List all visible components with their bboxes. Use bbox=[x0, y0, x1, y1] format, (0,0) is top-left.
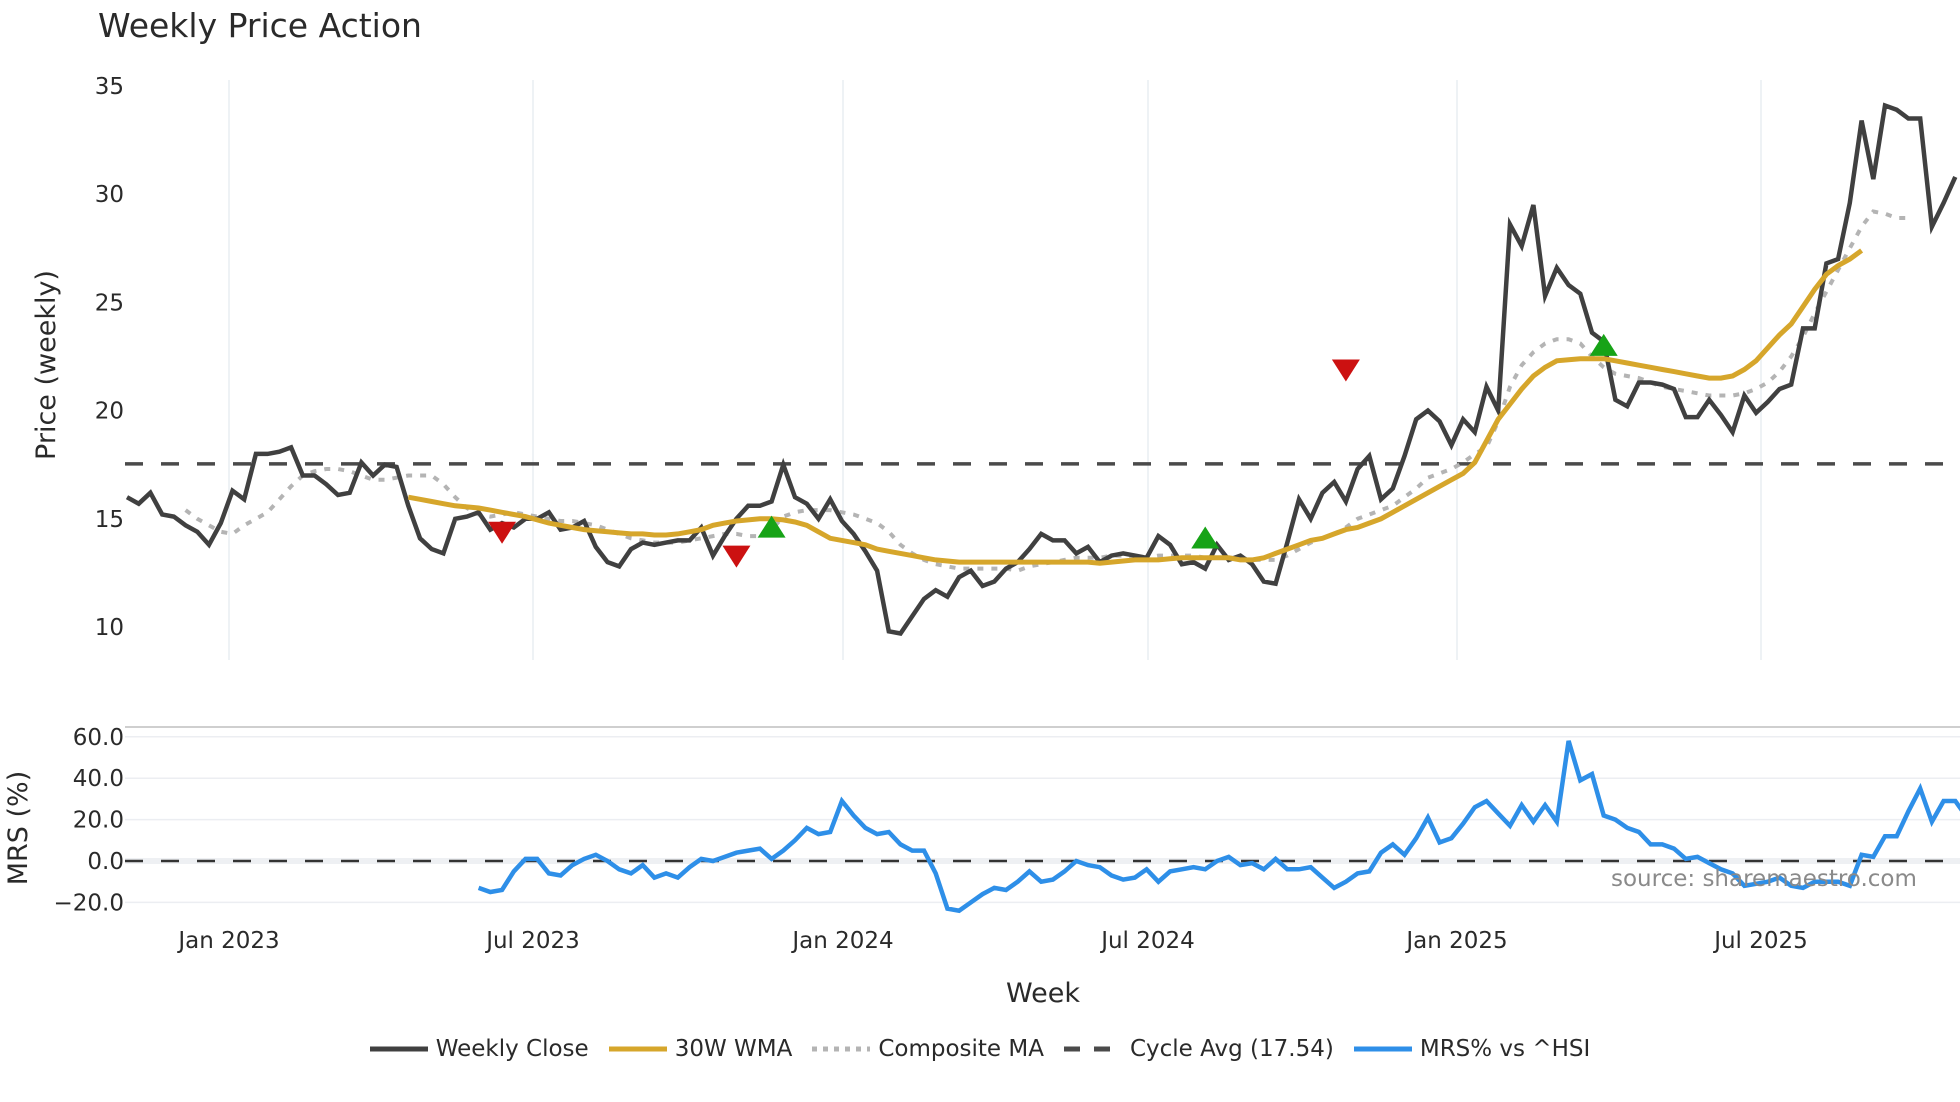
y-tick-label: 30 bbox=[95, 182, 124, 208]
legend-label: Composite MA bbox=[878, 1036, 1044, 1062]
weekly-close-line bbox=[125, 102, 1958, 636]
x-tick-label: Jul 2025 bbox=[1712, 928, 1808, 954]
legend-swatch-icon bbox=[608, 1046, 667, 1052]
x-tick-label: Jan 2023 bbox=[176, 928, 279, 954]
legend-item[interactable]: Composite MA bbox=[812, 1036, 1044, 1062]
x-tick-label: Jul 2024 bbox=[1099, 928, 1195, 954]
sell-signal-icon bbox=[722, 545, 751, 568]
mrs-tick-label: 0.0 bbox=[87, 849, 124, 875]
composite-ma-line bbox=[184, 209, 1909, 573]
legend-label: 30W WMA bbox=[674, 1036, 793, 1062]
legend-swatch-icon bbox=[1063, 1046, 1122, 1052]
sell-signal-icon bbox=[488, 521, 517, 544]
sell-signal-icon bbox=[1331, 359, 1360, 382]
legend-swatch-icon bbox=[1353, 1046, 1412, 1052]
y-tick-label: 35 bbox=[95, 74, 124, 100]
mrs-line bbox=[477, 740, 1960, 914]
buy-signal-icon bbox=[757, 515, 786, 538]
y-tick-label: 10 bbox=[95, 615, 124, 641]
mrs-tick-label: 40.0 bbox=[73, 766, 124, 792]
x-tick-label: Jul 2023 bbox=[484, 928, 580, 954]
legend-label: MRS% vs ^HSI bbox=[1419, 1036, 1591, 1062]
legend: Weekly Close 30W WMA Composite MA Cycle Avg… bbox=[0, 1036, 1960, 1062]
mrs-tick-label: 60.0 bbox=[73, 725, 124, 751]
y-tick-label: 25 bbox=[95, 290, 124, 316]
wma-line bbox=[407, 248, 1864, 566]
legend-item[interactable]: 30W WMA bbox=[608, 1036, 793, 1062]
source-watermark: source: sharemaestro.com bbox=[1611, 866, 1917, 892]
legend-swatch-icon bbox=[369, 1046, 428, 1052]
legend-item[interactable]: MRS% vs ^HSI bbox=[1353, 1036, 1591, 1062]
x-tick-label: Jan 2025 bbox=[1404, 928, 1507, 954]
x-axis-label: Week bbox=[1006, 978, 1080, 1009]
mrs-tick-label: −20.0 bbox=[54, 890, 124, 916]
mrs-axis-label: MRS (%) bbox=[3, 771, 34, 886]
buy-signal-icon bbox=[1589, 333, 1618, 356]
legend-label: Cycle Avg (17.54) bbox=[1129, 1036, 1334, 1062]
legend-label: Weekly Close bbox=[435, 1036, 589, 1062]
x-tick-label: Jan 2024 bbox=[790, 928, 893, 954]
y-tick-label: 20 bbox=[95, 399, 124, 425]
legend-swatch-icon bbox=[812, 1046, 871, 1052]
mrs-tick-label: 20.0 bbox=[73, 808, 124, 834]
buy-signal-icon bbox=[1191, 526, 1220, 549]
chart-title: Weekly Price Action bbox=[98, 6, 422, 45]
y-axis-label: Price (weekly) bbox=[31, 270, 62, 460]
legend-item[interactable]: Cycle Avg (17.54) bbox=[1063, 1036, 1334, 1062]
y-tick-label: 15 bbox=[95, 507, 124, 533]
legend-item[interactable]: Weekly Close bbox=[369, 1036, 589, 1062]
